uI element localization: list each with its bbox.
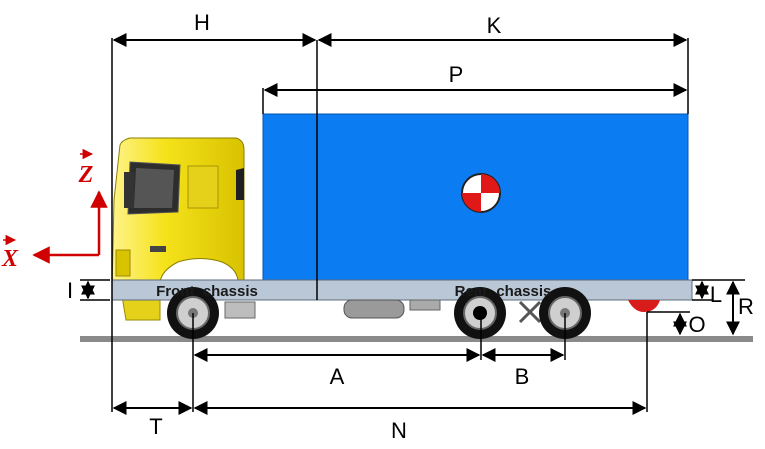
label-O: O xyxy=(688,312,705,337)
label-K: K xyxy=(487,13,502,38)
fuel-tank xyxy=(343,299,405,319)
label-H: H xyxy=(194,10,210,35)
label-L: L xyxy=(710,282,722,307)
coordinate-axes: Z X xyxy=(1,148,108,272)
axis-z-label: Z xyxy=(78,162,94,188)
rear-wheel-1 xyxy=(454,287,506,339)
label-P: P xyxy=(449,62,464,87)
label-N: N xyxy=(391,418,407,443)
rear-light xyxy=(628,300,660,312)
label-R: R xyxy=(738,294,754,319)
front-chassis-label: Front chassis xyxy=(156,283,258,300)
label-T: T xyxy=(149,414,162,439)
label-A: A xyxy=(330,364,345,389)
truck-cab xyxy=(111,137,245,321)
axis-x-label: X xyxy=(1,246,19,272)
label-I: I xyxy=(67,278,73,303)
ground-line xyxy=(80,336,753,342)
center-of-gravity-icon xyxy=(461,173,501,213)
label-B: B xyxy=(515,364,530,389)
rear-chassis-label: Rear chassis xyxy=(455,283,552,300)
